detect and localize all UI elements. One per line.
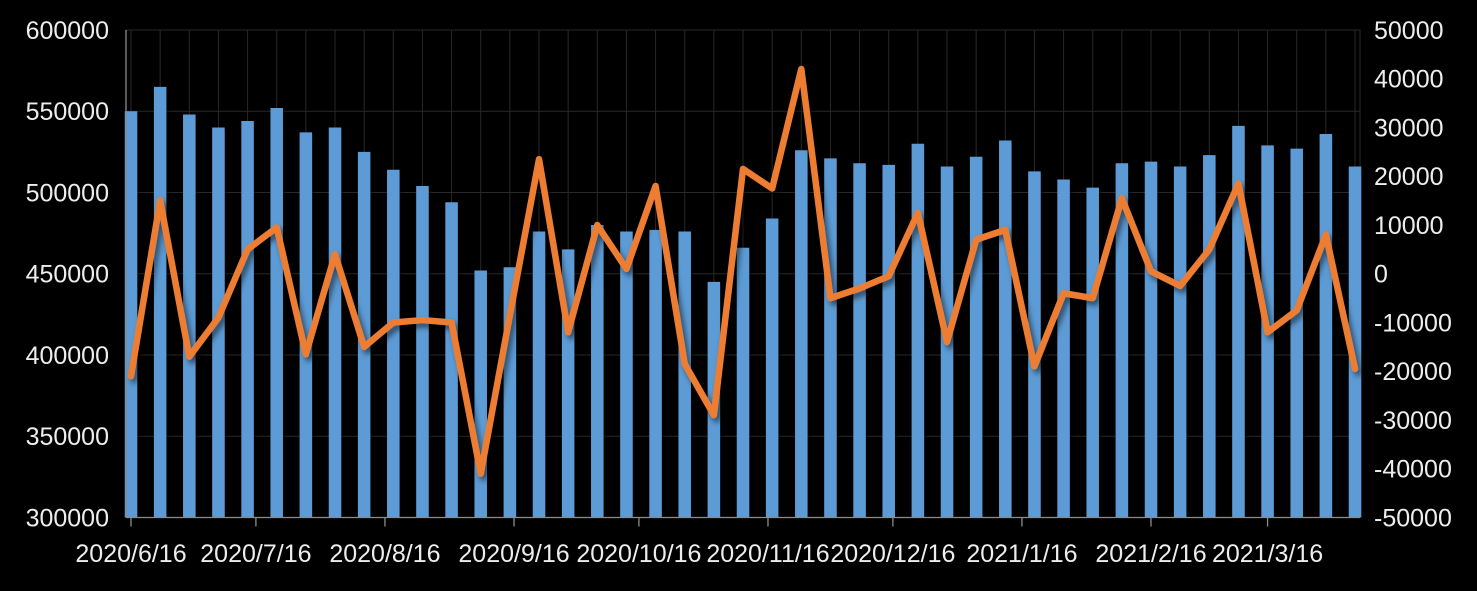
x-axis-tick-label: 2021/3/16 <box>1212 540 1323 568</box>
right-axis-tick-label: -30000 <box>1374 407 1452 435</box>
bar <box>1086 187 1099 518</box>
left-axis-tick-label: 450000 <box>26 261 109 289</box>
right-axis-tick-label: 50000 <box>1374 17 1444 45</box>
right-axis-labels: 50000 40000 30000 20000 10000 0 -10000 -20000 -3… <box>1374 17 1452 533</box>
bar <box>387 169 400 518</box>
bar <box>1173 166 1187 518</box>
left-axis-labels: 600000 550000 500000 450000 400000 350000 3000… <box>26 17 109 533</box>
bar <box>678 231 691 518</box>
right-axis-tick-label: -40000 <box>1374 456 1452 484</box>
bar <box>765 218 779 518</box>
right-axis-tick-label: 10000 <box>1374 212 1444 240</box>
bar <box>882 164 895 518</box>
bar <box>1290 148 1303 518</box>
bar <box>1319 134 1333 518</box>
bar <box>1028 171 1041 518</box>
left-axis-tick-label: 350000 <box>26 423 109 451</box>
left-axis-tick-label: 400000 <box>26 342 109 370</box>
x-axis-tick-label: 2020/7/16 <box>200 540 311 568</box>
bar <box>1203 155 1216 518</box>
bar <box>183 114 196 518</box>
x-axis-tick-label: 2020/11/16 <box>706 540 829 568</box>
bar <box>649 229 662 518</box>
bar <box>299 132 313 518</box>
x-axis-tick-label: 2021/1/16 <box>966 540 1077 568</box>
bar <box>328 127 342 518</box>
right-axis-tick-label: 30000 <box>1374 114 1444 142</box>
bar-series <box>124 86 1362 518</box>
bar <box>911 143 925 518</box>
right-axis-tick-label: -20000 <box>1374 358 1452 386</box>
right-axis-tick-label: 0 <box>1374 261 1388 289</box>
bar <box>445 202 458 518</box>
bar <box>1057 179 1070 518</box>
bar <box>620 231 633 518</box>
bar <box>1144 161 1158 518</box>
bar <box>853 163 866 518</box>
left-axis-tick-label: 300000 <box>26 504 109 532</box>
left-axis-tick-label: 600000 <box>26 17 109 45</box>
bar <box>591 225 604 518</box>
bar <box>357 151 371 518</box>
left-axis-tick-label: 500000 <box>26 179 109 207</box>
bar <box>736 247 750 518</box>
bar <box>969 156 983 518</box>
bar <box>270 108 283 518</box>
right-axis-tick-label: -10000 <box>1374 309 1452 337</box>
right-axis-tick-label: -50000 <box>1374 504 1452 532</box>
x-axis-tick-label: 2021/2/16 <box>1095 540 1206 568</box>
bar <box>416 186 429 518</box>
bar <box>532 231 546 518</box>
x-axis-ticks <box>130 517 1269 527</box>
x-axis-tick-label: 2020/6/16 <box>75 540 186 568</box>
bar <box>1348 166 1362 518</box>
left-axis-tick-label: 550000 <box>26 98 109 126</box>
x-axis-tick-label: 2020/8/16 <box>329 540 440 568</box>
x-axis-tick-label: 2020/12/16 <box>830 540 955 568</box>
bar <box>795 150 808 518</box>
bar <box>124 111 138 518</box>
bar <box>999 140 1012 518</box>
bar <box>824 158 837 518</box>
bar <box>474 270 487 518</box>
bar <box>1115 163 1129 518</box>
bar <box>153 86 167 518</box>
x-axis-tick-label: 2020/10/16 <box>576 540 701 568</box>
x-axis-labels: 2020/6/16 2020/7/16 2020/8/16 2020/9/16 2020… <box>75 540 1323 568</box>
bar <box>241 121 254 518</box>
x-axis-tick-label: 2020/9/16 <box>458 540 569 568</box>
bar <box>1232 125 1245 518</box>
right-axis-tick-label: 40000 <box>1374 66 1444 94</box>
right-axis-tick-label: 20000 <box>1374 163 1444 191</box>
value-line <box>127 65 1359 477</box>
